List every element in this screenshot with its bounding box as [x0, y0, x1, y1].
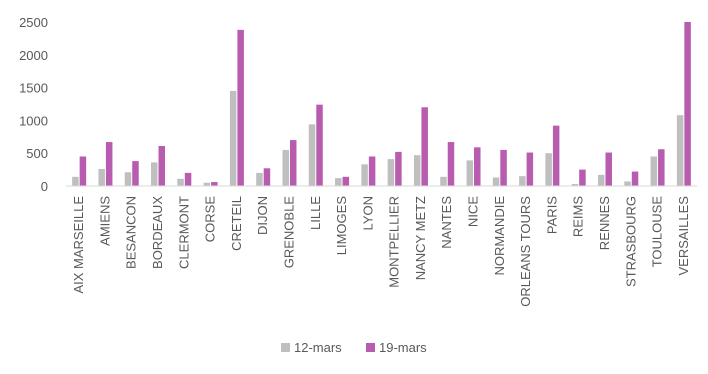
bar-19-mars-rennes	[605, 152, 612, 186]
x-tick-label: NORMANDIE	[492, 196, 507, 276]
bar-19-mars-strasbourg	[631, 171, 639, 186]
x-tick-label: NICE	[466, 196, 481, 227]
bar-19-mars-limoges	[342, 176, 350, 186]
bar-19-mars-normandie	[500, 149, 507, 186]
bar-19-mars-corse	[211, 182, 218, 186]
bar-12-mars-orleans-tours	[519, 176, 526, 186]
bar-19-mars-lyon	[368, 156, 376, 186]
y-tick-label: 0	[41, 179, 48, 194]
x-tick-label: BESANCON	[124, 196, 139, 269]
bar-19-mars-lille	[316, 104, 323, 186]
bar-19-mars-aix-marseille	[79, 156, 87, 186]
y-tick-label: 2000	[19, 48, 48, 63]
x-tick-label: AMIENS	[97, 196, 112, 246]
bar-12-mars-grenoble	[282, 149, 289, 186]
bar-12-mars-dijon	[256, 172, 263, 186]
x-tick-label: RENNES	[597, 196, 612, 251]
x-tick-label: MONTPELLIER	[387, 196, 402, 288]
x-tick-label: PARIS	[544, 196, 559, 234]
bar-12-mars-corse	[203, 182, 211, 186]
bar-12-mars-bordeaux	[151, 162, 158, 186]
bar-12-mars-lyon	[361, 164, 368, 186]
y-axis-ticks: 0 500 1000 1500 2000 2500	[19, 15, 48, 194]
bar-19-mars-amiens	[105, 142, 113, 186]
bar-12-mars-toulouse	[650, 156, 658, 186]
bar-12-mars-reims	[571, 184, 579, 186]
x-tick-label: NANCY METZ	[413, 196, 428, 280]
bar-19-mars-grenoble	[289, 140, 297, 186]
y-tick-label: 500	[26, 146, 48, 161]
bar-12-mars-nancy-metz	[413, 155, 421, 186]
x-axis-labels: AIX MARSEILLE AMIENS BESANCON BORDEAUX CLERM…	[71, 196, 691, 307]
bars	[72, 22, 691, 187]
bar-12-mars-normandie	[492, 177, 500, 186]
x-tick-label: CLERMONT	[176, 196, 191, 269]
bar-12-mars-versailles	[676, 115, 684, 186]
x-tick-label: STRASBOURG	[623, 196, 638, 287]
bar-19-mars-besancon	[132, 161, 139, 186]
bar-19-mars-nice	[474, 147, 481, 186]
x-tick-label: DIJON	[255, 196, 270, 235]
legend: 12-mars 19-mars	[281, 340, 427, 355]
legend-swatch	[366, 343, 375, 352]
bar-12-mars-nantes	[440, 176, 447, 186]
x-tick-label: TOULOUSE	[650, 196, 665, 268]
bar-19-mars-nantes	[447, 142, 455, 186]
bar-19-mars-toulouse	[658, 149, 665, 186]
bar-19-mars-reims	[579, 169, 586, 186]
x-tick-label: CORSE	[203, 196, 218, 243]
x-tick-label: GRENOBLE	[281, 196, 296, 269]
bar-12-mars-lille	[308, 124, 316, 186]
x-tick-label: LIMOGES	[334, 196, 349, 256]
bar-19-mars-dijon	[263, 168, 271, 186]
x-tick-label: REIMS	[571, 196, 586, 238]
bar-12-mars-limoges	[335, 178, 342, 186]
bar-12-mars-besancon	[124, 172, 132, 186]
legend-label: 19-mars	[379, 340, 427, 355]
bar-19-mars-orleans-tours	[526, 152, 534, 186]
bar-19-mars-versailles	[684, 22, 691, 186]
bar-19-mars-bordeaux	[158, 145, 166, 186]
x-tick-label: LILLE	[308, 196, 323, 230]
bar-12-mars-amiens	[98, 168, 105, 186]
bar-12-mars-paris	[545, 153, 552, 186]
x-tick-label: CRETEIL	[229, 196, 244, 251]
bar-12-mars-montpellier	[387, 159, 395, 186]
x-tick-label: VERSAILLES	[676, 196, 691, 276]
bar-12-mars-clermont	[177, 178, 184, 186]
bar-19-mars-creteil	[237, 29, 244, 187]
x-tick-label: BORDEAUX	[150, 196, 165, 269]
bar-12-mars-strasbourg	[624, 181, 631, 186]
y-tick-label: 2500	[19, 15, 48, 30]
bar-12-mars-aix-marseille	[72, 176, 79, 186]
legend-label: 12-mars	[294, 340, 342, 355]
x-tick-label: AIX MARSEILLE	[71, 196, 86, 294]
bar-12-mars-rennes	[597, 174, 605, 186]
x-tick-label: ORLEANS TOURS	[518, 196, 533, 307]
bar-19-mars-clermont	[184, 172, 192, 186]
bar-12-mars-nice	[466, 160, 474, 186]
y-tick-label: 1500	[19, 81, 48, 96]
bar-19-mars-paris	[552, 125, 560, 186]
x-tick-label: NANTES	[439, 196, 454, 249]
bar-12-mars-creteil	[229, 90, 237, 186]
legend-swatch	[281, 343, 290, 352]
bar-19-mars-nancy-metz	[421, 107, 428, 186]
x-tick-label: LYON	[360, 196, 375, 230]
bar-19-mars-montpellier	[395, 151, 402, 186]
y-tick-label: 1000	[19, 113, 48, 128]
